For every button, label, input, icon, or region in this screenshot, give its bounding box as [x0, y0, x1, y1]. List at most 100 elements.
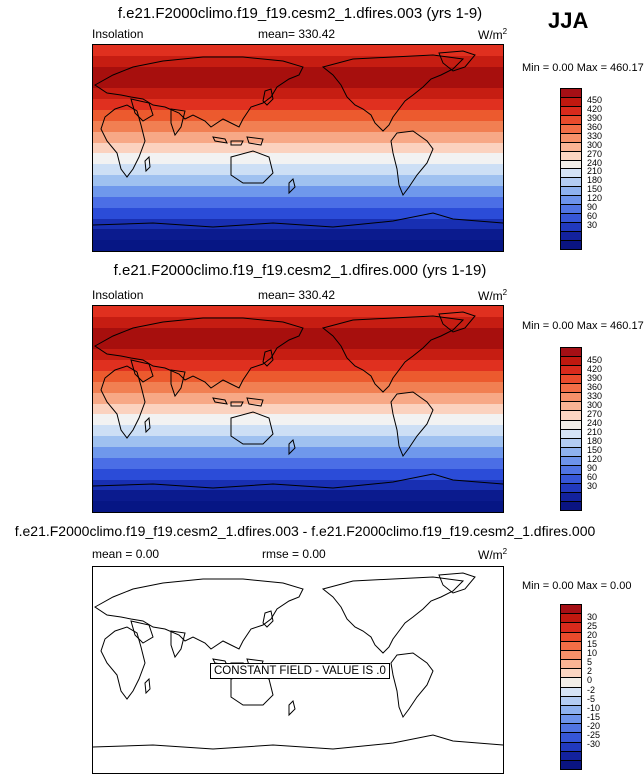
colorbar-swatch	[561, 384, 581, 394]
colorbar-swatch	[561, 474, 581, 484]
colorbar-swatch	[561, 641, 581, 651]
coastline	[230, 150, 274, 184]
field-band	[93, 229, 503, 241]
coastline	[94, 317, 304, 389]
colorbar-swatch	[561, 650, 581, 661]
coastline	[390, 391, 434, 458]
coastline	[94, 56, 304, 128]
colorbar-swatch	[561, 502, 581, 511]
panel-1-mean: mean= 330.42	[258, 27, 336, 41]
colorbar-tick-label: 300	[587, 399, 603, 410]
colorbar-tick-label: -10	[587, 702, 601, 713]
panel-3-colorbar-ticks: 30 25 20 15 10 5 2 0 -2 -5 -10 -15 -20 -25 -30	[587, 604, 627, 768]
field-band	[93, 446, 503, 458]
colorbar-swatch	[561, 411, 581, 421]
colorbar-tick-label: 60	[587, 210, 598, 221]
colorbar-swatch	[561, 366, 581, 376]
coastline	[212, 397, 264, 407]
coastline	[144, 677, 151, 695]
colorbar-swatch	[561, 696, 581, 706]
colorbar-tick-label: 20	[587, 629, 598, 640]
colorbar-swatch	[561, 240, 581, 249]
coastline	[93, 734, 503, 750]
colorbar-swatch	[561, 678, 581, 688]
field-band	[93, 45, 503, 56]
coastline	[100, 365, 146, 439]
colorbar-tick-label: -5	[587, 693, 596, 704]
colorbar-tick-label: -20	[587, 721, 601, 731]
panel-2-colorbar	[560, 347, 582, 511]
panel-3-colorbar	[560, 604, 582, 770]
field-band	[93, 185, 503, 197]
colorbar-swatch	[561, 705, 581, 716]
coastline	[130, 359, 154, 383]
colorbar-swatch	[561, 623, 581, 633]
coastline	[230, 411, 274, 445]
colorbar-tick-label: 450	[587, 354, 603, 365]
coastline	[170, 630, 186, 659]
colorbar-tick-label: 90	[587, 202, 598, 212]
colorbar-swatch	[561, 169, 581, 179]
panel-3-units: W/m2	[478, 547, 508, 562]
colorbar-tick-label: 240	[587, 417, 603, 428]
field-band	[93, 371, 503, 382]
colorbar-tick-label: 360	[587, 381, 603, 392]
coastline	[288, 178, 296, 195]
colorbar-swatch	[561, 133, 581, 143]
coastline	[144, 416, 151, 434]
colorbar-swatch	[561, 447, 581, 457]
coastline	[438, 50, 476, 72]
coastline	[130, 620, 154, 644]
panel-3-title: f.e21.F2000climo.f19_f19.cesm2_1.dfires.…	[14, 523, 596, 539]
colorbar-swatch	[561, 142, 581, 152]
colorbar-swatch	[561, 493, 581, 503]
coastline	[144, 155, 151, 173]
field-band	[93, 153, 503, 165]
panel-1-coastlines	[93, 50, 503, 228]
colorbar-swatch	[561, 89, 581, 98]
colorbar-swatch	[561, 223, 581, 232]
colorbar-swatch	[561, 715, 581, 725]
colorbar-tick-label: 30	[587, 611, 598, 622]
colorbar-tick-label: 180	[587, 175, 603, 186]
colorbar-swatch	[561, 724, 581, 734]
field-band	[93, 77, 503, 89]
colorbar-tick-label: 15	[587, 639, 598, 649]
panel-1-field-label: Insolation	[92, 27, 144, 41]
colorbar-swatch	[561, 402, 581, 412]
colorbar-swatch	[561, 160, 581, 170]
coastline	[100, 104, 146, 178]
coastline	[170, 108, 186, 137]
coastline	[93, 473, 503, 489]
colorbar-swatch	[561, 614, 581, 624]
coastline	[262, 88, 274, 106]
coastline	[438, 572, 476, 594]
colorbar-tick-label: -2	[587, 684, 596, 695]
coastline	[390, 130, 434, 197]
colorbar-swatch	[561, 151, 581, 161]
colorbar-tick-label: 0	[587, 675, 593, 686]
colorbar-swatch	[561, 669, 581, 679]
colorbar-tick-label: -30	[587, 739, 601, 750]
panel-2-field-label: Insolation	[92, 288, 144, 302]
colorbar-swatch	[561, 660, 581, 670]
field-band	[93, 175, 503, 186]
panel-3-rmse: rmse = 0.00	[262, 547, 326, 561]
field-band	[93, 349, 503, 361]
colorbar-tick-label: 120	[587, 453, 603, 464]
panel-3-coastlines	[93, 572, 503, 750]
panel-1-minmax: Min = 0.00 Max = 460.17	[522, 62, 644, 74]
colorbar-tick-label: 30	[587, 219, 598, 230]
colorbar-tick-label: -15	[587, 711, 601, 722]
field-band	[93, 414, 503, 426]
colorbar-swatch	[561, 760, 581, 770]
colorbar-swatch	[561, 429, 581, 439]
panel-3-constant-field-label: CONSTANT FIELD - VALUE IS .0	[210, 663, 390, 679]
coastline	[94, 578, 304, 650]
colorbar-swatch	[561, 733, 581, 743]
coastline	[288, 439, 296, 456]
panel-1-title: f.e21.F2000climo.f19_f19.cesm2_1.dfires.…	[117, 5, 483, 22]
field-band	[93, 66, 503, 78]
field-band	[93, 88, 503, 100]
field-band	[93, 120, 503, 132]
